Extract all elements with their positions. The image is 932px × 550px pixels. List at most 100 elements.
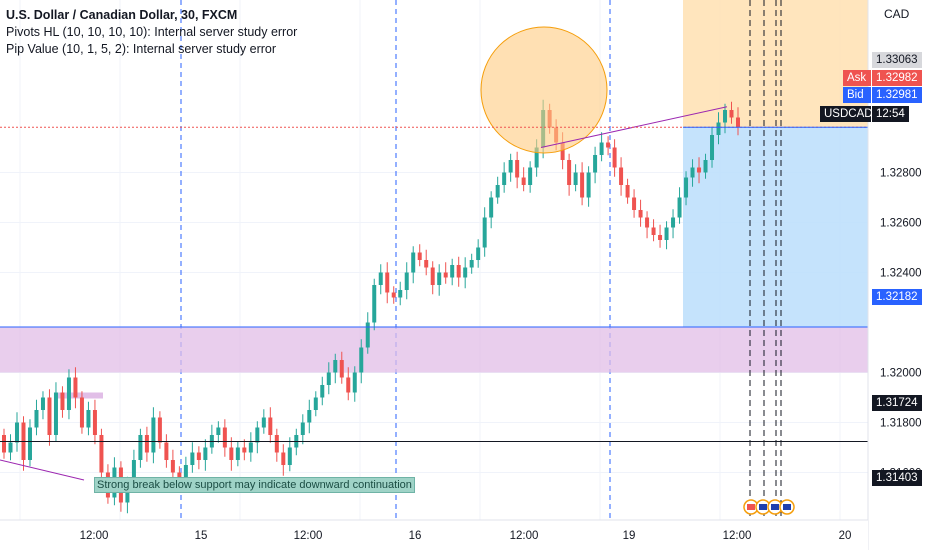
candle-body-77 <box>502 172 507 185</box>
candle-body-98 <box>638 210 643 218</box>
candle-body-13 <box>86 410 91 428</box>
candle-body-64 <box>417 252 422 260</box>
candle-body-41 <box>268 417 273 435</box>
candle-body-112 <box>729 110 734 118</box>
candle-body-14 <box>92 410 97 435</box>
candle-body-21 <box>138 435 143 460</box>
candle-body-94 <box>612 147 617 168</box>
candle-body-9 <box>60 392 65 410</box>
candle-body-95 <box>619 167 624 185</box>
candle-body-40 <box>261 417 266 428</box>
ask-price-tag: 1.32982 <box>872 70 922 86</box>
candle-body-105 <box>684 177 689 198</box>
candle-body-104 <box>677 197 682 218</box>
candle-body-11 <box>73 377 78 398</box>
candle-body-2 <box>14 422 19 443</box>
countdown-tag: 12:54 <box>872 106 909 122</box>
candle-body-52 <box>339 360 344 378</box>
drawing-overlays <box>0 0 868 523</box>
candle-body-30 <box>196 452 201 460</box>
candle-body-38 <box>248 442 253 453</box>
candle-body-60 <box>391 292 396 298</box>
time-tick-7: 20 <box>839 530 852 542</box>
price-tick-2: 1.32400 <box>880 268 922 280</box>
candle-body-58 <box>378 272 383 285</box>
candle-body-39 <box>255 427 260 443</box>
candle-body-53 <box>346 377 351 393</box>
candle-body-88 <box>573 172 578 185</box>
candle-body-91 <box>593 155 598 173</box>
us-flag-icon-fill-3 <box>783 504 791 510</box>
currency-label: CAD <box>884 7 910 21</box>
study-pip-value[interactable]: Pip Value (10, 1, 5, 2): Internal server… <box>6 42 277 56</box>
candle-body-96 <box>625 185 630 198</box>
candle-body-48 <box>313 397 318 410</box>
candle-body-82 <box>534 147 539 168</box>
candle-body-81 <box>528 167 533 185</box>
candle-body-106 <box>690 167 695 178</box>
candle-body-78 <box>508 160 513 173</box>
candle-body-59 <box>385 272 390 293</box>
candle-body-61 <box>398 290 403 298</box>
time-tick-1: 15 <box>195 530 208 542</box>
chart-legend: U.S. Dollar / Canadian Dollar, 30, FXCM … <box>6 7 297 58</box>
candle-body-23 <box>151 417 156 453</box>
candle-body-109 <box>710 135 715 160</box>
candle-body-7 <box>47 397 52 435</box>
candle-body-73 <box>476 247 481 260</box>
candle-body-113 <box>736 117 740 128</box>
candle-body-79 <box>515 160 520 178</box>
small-zone <box>58 392 103 399</box>
time-tick-6: 12:00 <box>723 530 752 542</box>
time-axis[interactable]: 12:00 15 12:00 16 12:00 19 12:00 20 <box>0 519 868 550</box>
time-axis-bg <box>0 520 868 550</box>
support-zone <box>0 327 868 373</box>
candle-body-31 <box>203 447 208 460</box>
time-tick-3: 16 <box>409 530 422 542</box>
study-pivots-hl[interactable]: Pivots HL (10, 10, 10, 10): Internal ser… <box>6 25 298 39</box>
candle-body-71 <box>463 267 468 278</box>
time-tick-4: 12:00 <box>510 530 539 542</box>
candle-body-20 <box>131 460 136 485</box>
candle-body-42 <box>274 435 279 453</box>
candle-body-66 <box>430 267 435 285</box>
price-tick-1: 1.32600 <box>880 218 922 230</box>
candle-body-107 <box>697 167 702 173</box>
candle-body-50 <box>326 372 331 385</box>
candle-body-57 <box>372 285 377 323</box>
candle-body-4 <box>27 427 32 460</box>
candle-body-80 <box>521 177 526 185</box>
canada-flag-icon-fill-0 <box>747 504 755 510</box>
candle-body-1 <box>8 442 13 453</box>
candle-body-100 <box>651 227 656 235</box>
candle-body-62 <box>404 272 409 290</box>
candle-body-46 <box>300 422 305 435</box>
candle-body-86 <box>560 142 565 160</box>
candle-body-35 <box>229 447 234 460</box>
candle-body-6 <box>40 397 45 410</box>
candle-body-36 <box>235 447 240 460</box>
candle-body-75 <box>489 197 494 218</box>
time-tick-2: 12:00 <box>294 530 323 542</box>
trendline-lower <box>0 459 85 481</box>
candle-body-76 <box>495 185 500 198</box>
time-tick-0: 12:00 <box>80 530 109 542</box>
level-tag-2: 1.31724 <box>872 395 922 411</box>
symbol-tag: USDCAD <box>820 106 873 122</box>
candlestick-series <box>2 99 740 514</box>
bid-tag-label: Bid <box>843 87 871 103</box>
candle-body-101 <box>658 235 663 240</box>
annotation-note[interactable]: Strong break below support may indicate … <box>94 477 415 493</box>
candle-body-10 <box>66 377 71 410</box>
symbol-title[interactable]: U.S. Dollar / Canadian Dollar, 30, FXCM <box>6 8 238 22</box>
candle-body-37 <box>242 447 247 453</box>
candle-body-8 <box>53 392 58 435</box>
high-price-tag: 1.33063 <box>872 52 922 68</box>
candle-body-103 <box>671 217 676 228</box>
candle-body-87 <box>567 160 572 185</box>
time-tick-5: 19 <box>623 530 636 542</box>
candle-body-93 <box>606 142 611 148</box>
candle-body-12 <box>79 397 84 428</box>
candle-body-72 <box>469 260 474 268</box>
